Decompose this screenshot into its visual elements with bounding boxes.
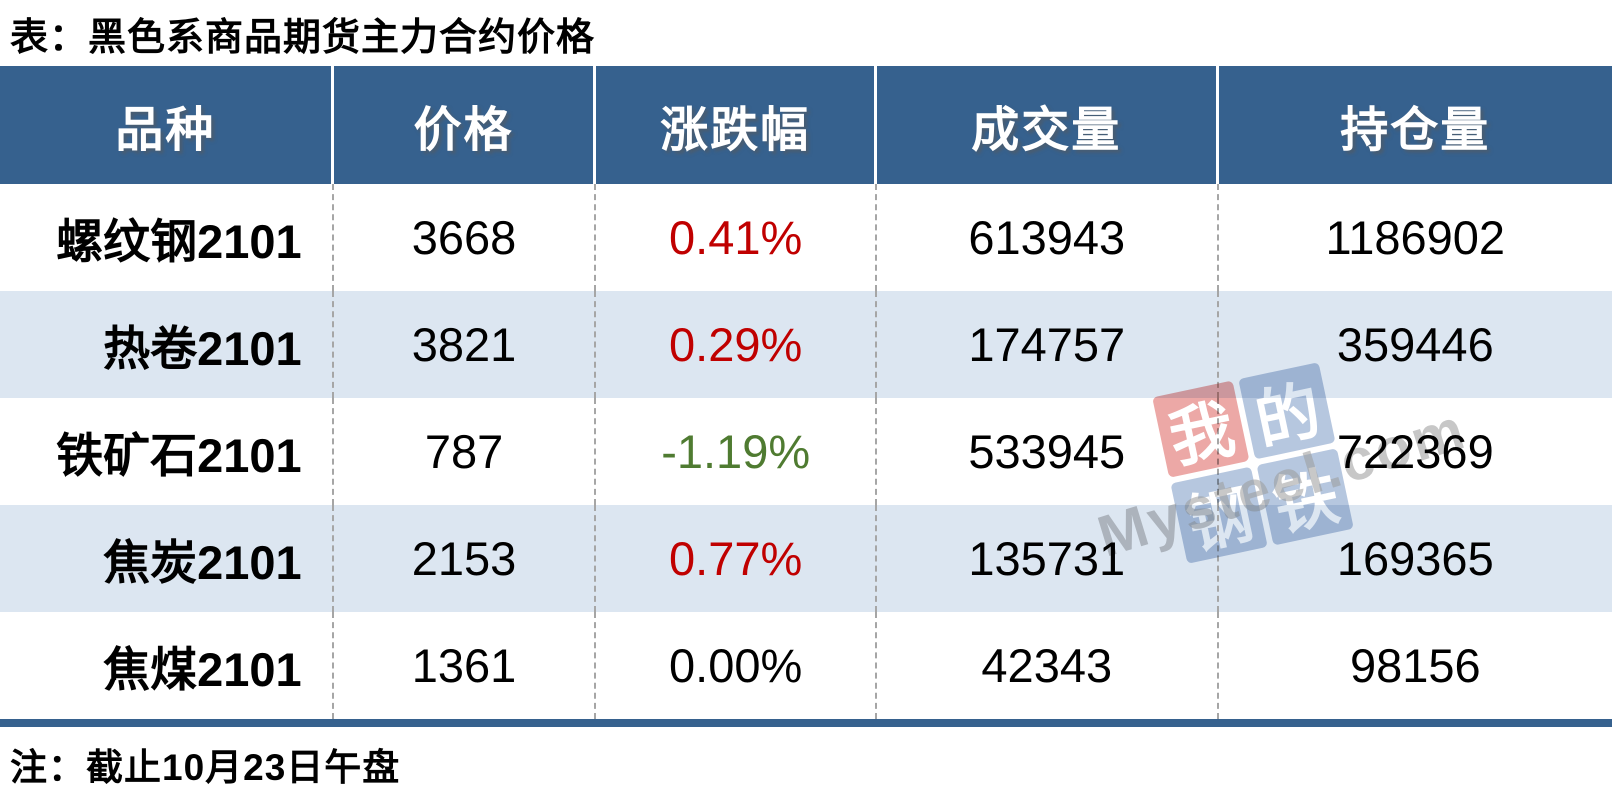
header-price: 价格 xyxy=(333,66,597,184)
header-volume: 成交量 xyxy=(876,66,1219,184)
open-interest-cell: 1186902 xyxy=(1325,211,1506,264)
change-cell: -1.19% xyxy=(596,398,877,505)
change-cell: 0.77% xyxy=(596,505,877,612)
table-row: 铁矿石2101 787 -1.19% 533945 722369 xyxy=(0,398,1612,505)
table-header-row: 品种 价格 涨跌幅 成交量 持仓量 xyxy=(0,66,1612,184)
open-interest-cell: 169365 xyxy=(1336,532,1494,585)
price-cell: 2153 xyxy=(334,505,597,612)
change-cell: 0.29% xyxy=(596,291,877,398)
price-cell: 3821 xyxy=(334,291,597,398)
header-variety: 品种 xyxy=(0,66,334,184)
volume-cell: 135731 xyxy=(877,505,1219,612)
open-interest-cell: 359446 xyxy=(1336,318,1494,371)
table-bottom-accent-bar xyxy=(0,719,1612,727)
variety-cell: 热卷2101 xyxy=(0,291,334,398)
table-row: 螺纹钢2101 3668 0.41% 613943 1186902 xyxy=(0,184,1612,291)
volume-cell: 42343 xyxy=(877,612,1219,719)
variety-cell: 焦煤2101 xyxy=(0,612,334,719)
footnote: 注：截止10月23日午盘 xyxy=(10,747,401,788)
variety-cell: 焦炭2101 xyxy=(0,505,334,612)
price-cell: 3668 xyxy=(334,184,597,291)
variety-cell: 螺纹钢2101 xyxy=(0,184,334,291)
price-cell: 1361 xyxy=(334,612,597,719)
table-body: 螺纹钢2101 3668 0.41% 613943 1186902 热卷2101… xyxy=(0,184,1612,719)
table-row: 热卷2101 3821 0.29% 174757 359446 xyxy=(0,291,1612,398)
price-cell: 787 xyxy=(334,398,597,505)
volume-cell: 613943 xyxy=(877,184,1219,291)
volume-cell: 174757 xyxy=(877,291,1219,398)
page-title: 表：黑色系商品期货主力合约价格 xyxy=(10,16,596,59)
header-change: 涨跌幅 xyxy=(596,66,877,184)
table-row: 焦炭2101 2153 0.77% 135731 169365 xyxy=(0,505,1612,612)
volume-cell: 533945 xyxy=(877,398,1219,505)
open-interest-cell: 98156 xyxy=(1349,639,1481,692)
header-open-interest: 持仓量 xyxy=(1218,66,1612,184)
change-cell: 0.00% xyxy=(596,612,877,719)
futures-table: 品种 价格 涨跌幅 成交量 持仓量 螺纹钢2101 3668 0.41% 613… xyxy=(0,66,1612,727)
change-cell: 0.41% xyxy=(596,184,877,291)
table-row: 焦煤2101 1361 0.00% 42343 98156 xyxy=(0,612,1612,719)
open-interest-cell: 722369 xyxy=(1336,425,1494,478)
variety-cell: 铁矿石2101 xyxy=(0,398,334,505)
